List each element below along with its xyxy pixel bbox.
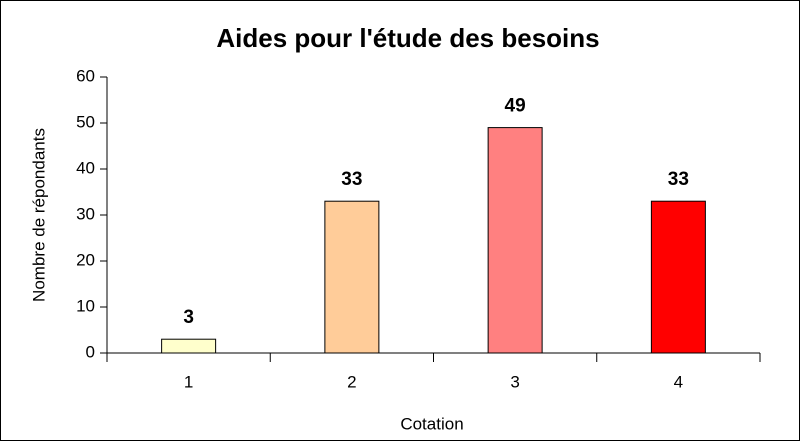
y-tick-label: 20 <box>76 250 95 269</box>
data-label: 33 <box>341 169 362 190</box>
y-tick-label: 40 <box>76 158 95 177</box>
x-tick-label: 2 <box>347 372 356 391</box>
data-label: 33 <box>668 169 689 190</box>
y-tick-label: 60 <box>76 66 95 85</box>
y-tick-label: 50 <box>76 112 95 131</box>
x-tick-label: 4 <box>674 372 683 391</box>
data-label: 3 <box>183 307 194 328</box>
x-tick-label: 1 <box>184 372 193 391</box>
chart-title: Aides pour l'étude des besoins <box>216 23 599 53</box>
bar <box>161 338 217 354</box>
bar <box>650 200 706 354</box>
y-tick-label: 30 <box>76 204 95 223</box>
y-tick-label: 10 <box>76 296 95 315</box>
x-axis-label: Cotation <box>400 414 463 433</box>
y-axis-label: Nombre de répondants <box>29 128 48 302</box>
bar <box>487 127 543 354</box>
x-tick-label: 3 <box>510 372 519 391</box>
bar <box>324 200 380 354</box>
data-label: 49 <box>505 96 526 117</box>
y-tick-label: 0 <box>86 342 95 361</box>
